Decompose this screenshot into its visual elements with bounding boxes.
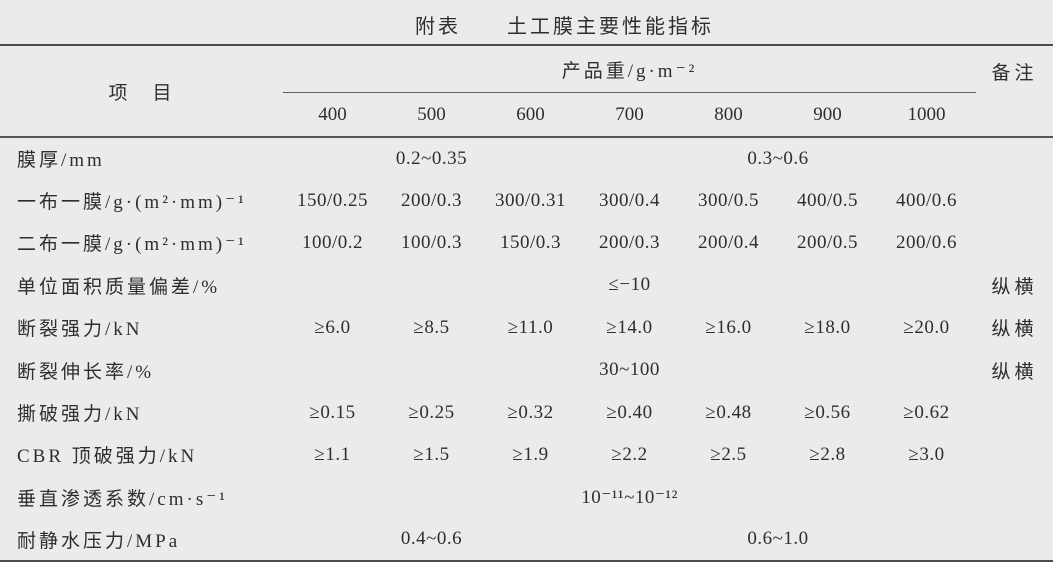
value-cell: ≥8.5 xyxy=(413,316,450,338)
remark-cell: 纵横 xyxy=(991,361,1038,383)
value-cell: 200/0.4 xyxy=(697,231,760,253)
remark-cell xyxy=(976,179,1053,221)
value-cell: ≥2.8 xyxy=(809,443,846,465)
remark-cell xyxy=(976,519,1053,561)
table-body: 膜厚/mm 0.2~0.35 0.3~0.6 一布一膜/g·(m²·mm)⁻¹ … xyxy=(0,137,1053,561)
row-label: 断裂强力/kN xyxy=(17,319,143,341)
value-cell: 100/0.2 xyxy=(301,231,364,253)
table-row-vertical-permeability: 垂直渗透系数/cm·s⁻¹ 10⁻¹¹~10⁻¹² xyxy=(0,476,1053,518)
value-cell: ≥2.2 xyxy=(611,443,648,465)
value-cell: 200/0.3 xyxy=(400,189,463,211)
row-label: 二布一膜/g·(m²·mm)⁻¹ xyxy=(17,234,247,256)
value-cell: ≥0.62 xyxy=(903,401,950,423)
table-row-mass-deviation: 单位面积质量偏差/% ≤−10 纵横 xyxy=(0,264,1053,306)
value-cell: 300/0.31 xyxy=(494,189,567,211)
value-cell: 150/0.3 xyxy=(499,231,562,253)
remark-cell xyxy=(976,476,1053,518)
remark-cell xyxy=(976,391,1053,433)
value-cell: 300/0.4 xyxy=(598,189,661,211)
remark-cell xyxy=(976,222,1053,264)
value-cell: 400/0.5 xyxy=(796,189,859,211)
value-cell: ≥2.5 xyxy=(710,443,747,465)
performance-table: 项 目 产品重/g·m⁻² 备注 400 500 600 700 800 900… xyxy=(0,44,1053,562)
value-cell: 200/0.5 xyxy=(796,231,859,253)
remark-cell xyxy=(976,434,1053,476)
weight-column-700: 700 xyxy=(615,103,644,125)
value-cell: 0.6~1.0 xyxy=(747,528,809,550)
value-cell: 300/0.5 xyxy=(697,189,760,211)
value-cell: 200/0.3 xyxy=(598,231,661,253)
weight-column-1000: 1000 xyxy=(907,103,946,125)
value-cell: 400/0.6 xyxy=(895,189,958,211)
table-row-tear-strength: 撕破强力/kN ≥0.15 ≥0.25 ≥0.32 ≥0.40 ≥0.48 ≥0… xyxy=(0,391,1053,433)
table-row-hydrostatic-pressure-resistance: 耐静水压力/MPa 0.4~0.6 0.6~1.0 xyxy=(0,519,1053,561)
column-header-remark: 备注 xyxy=(991,63,1038,84)
value-cell: 0.2~0.35 xyxy=(395,147,468,169)
remark-cell: 纵横 xyxy=(991,319,1038,341)
table-row-membrane-thickness: 膜厚/mm 0.2~0.35 0.3~0.6 xyxy=(0,137,1053,179)
value-cell: ≥0.48 xyxy=(705,401,752,423)
table-header: 项 目 产品重/g·m⁻² 备注 400 500 600 700 800 900… xyxy=(0,45,1053,137)
value-cell: ≥18.0 xyxy=(804,316,851,338)
column-header-product-weight: 产品重/g·m⁻² xyxy=(283,45,976,93)
weight-column-900: 900 xyxy=(813,103,842,125)
value-cell: 30~100 xyxy=(599,359,660,381)
remark-cell: 纵横 xyxy=(991,276,1038,298)
row-label: CBR 顶破强力/kN xyxy=(17,446,198,468)
row-label: 垂直渗透系数/cm·s⁻¹ xyxy=(17,488,228,510)
row-label: 膜厚/mm xyxy=(17,150,105,172)
value-cell: ≤−10 xyxy=(608,274,651,296)
column-header-item: 项 目 xyxy=(108,82,175,104)
value-cell: ≥0.15 xyxy=(309,401,356,423)
row-label: 断裂伸长率/% xyxy=(17,361,155,383)
table-row-two-cloth-one-membrane: 二布一膜/g·(m²·mm)⁻¹ 100/0.2 100/0.3 150/0.3… xyxy=(0,222,1053,264)
table-row-breaking-strength: 断裂强力/kN ≥6.0 ≥8.5 ≥11.0 ≥14.0 ≥16.0 ≥18.… xyxy=(0,307,1053,349)
row-label: 撕破强力/kN xyxy=(17,404,143,426)
value-cell: ≥1.9 xyxy=(512,443,549,465)
value-cell: ≥1.1 xyxy=(314,443,351,465)
value-cell: ≥3.0 xyxy=(908,443,945,465)
table-row-one-cloth-one-membrane: 一布一膜/g·(m²·mm)⁻¹ 150/0.25 200/0.3 300/0.… xyxy=(0,179,1053,221)
value-cell: ≥16.0 xyxy=(705,316,752,338)
value-cell: 10⁻¹¹~10⁻¹² xyxy=(581,486,678,508)
weight-column-800: 800 xyxy=(714,103,743,125)
value-cell: ≥14.0 xyxy=(606,316,653,338)
value-cell: 150/0.25 xyxy=(296,189,369,211)
row-label: 单位面积质量偏差/% xyxy=(17,276,221,298)
value-cell: 100/0.3 xyxy=(400,231,463,253)
value-cell: ≥0.40 xyxy=(606,401,653,423)
table-title: 附表 土工膜主要性能指标 xyxy=(415,15,714,38)
row-label: 耐静水压力/MPa xyxy=(17,530,181,552)
value-cell: 0.4~0.6 xyxy=(400,528,463,550)
value-cell: ≥1.5 xyxy=(413,443,450,465)
value-cell: 200/0.6 xyxy=(895,231,958,253)
table-row-elongation-at-break: 断裂伸长率/% 30~100 纵横 xyxy=(0,349,1053,391)
value-cell: ≥20.0 xyxy=(903,316,950,338)
value-cell: 0.3~0.6 xyxy=(747,147,809,169)
row-label: 一布一膜/g·(m²·mm)⁻¹ xyxy=(17,192,247,214)
value-cell: ≥0.25 xyxy=(408,401,455,423)
value-cell: ≥0.56 xyxy=(804,401,851,423)
weight-column-400: 400 xyxy=(318,103,347,125)
value-cell: ≥6.0 xyxy=(314,316,351,338)
value-cell: ≥0.32 xyxy=(507,401,554,423)
table-row-cbr-burst-strength: CBR 顶破强力/kN ≥1.1 ≥1.5 ≥1.9 ≥2.2 ≥2.5 ≥2.… xyxy=(0,434,1053,476)
remark-cell xyxy=(976,137,1053,179)
weight-column-600: 600 xyxy=(516,103,545,125)
value-cell: ≥11.0 xyxy=(507,316,554,338)
weight-column-500: 500 xyxy=(417,103,446,125)
